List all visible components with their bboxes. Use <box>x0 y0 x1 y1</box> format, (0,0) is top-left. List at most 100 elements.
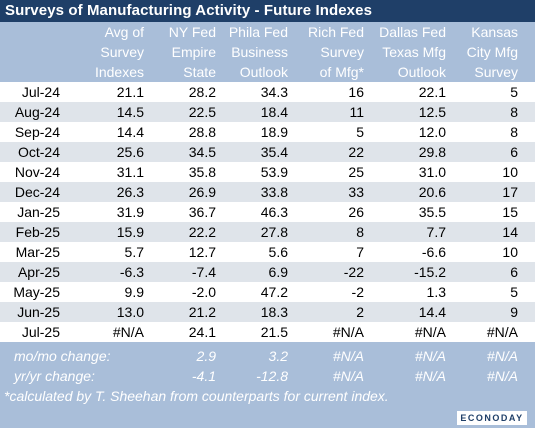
table-row: Jun-25 13.0 21.2 18.3 2 14.4 9 <box>0 302 535 322</box>
cell-ny-fed: 22.2 <box>188 224 216 240</box>
col-header-ny-fed: NY Fed Empire State <box>144 22 216 82</box>
col-header-line: Texas Mfg <box>382 44 446 60</box>
cell-rich-fed: 2 <box>356 304 364 320</box>
cell-dallas-fed: 14.4 <box>418 304 446 320</box>
row-label: Jul-25 <box>21 324 60 340</box>
col-header-line: State <box>183 64 216 80</box>
cell-avg: 5.7 <box>124 244 144 260</box>
mom-phila-fed: 3.2 <box>268 348 288 364</box>
yoy-kansas-city: #N/A <box>486 368 518 384</box>
mom-ny-fed: 2.9 <box>196 348 216 364</box>
table-row: Jul-25 #N/A 24.1 21.5 #N/A #N/A #N/A <box>0 322 535 342</box>
cell-dallas-fed: #N/A <box>414 324 446 340</box>
cell-rich-fed: 5 <box>356 124 364 140</box>
mom-change-row: mo/mo change: 2.9 3.2 #N/A #N/A #N/A <box>0 346 535 366</box>
yoy-change-label: yr/yr change: <box>14 368 95 384</box>
cell-dallas-fed: 31.0 <box>418 164 446 180</box>
cell-dallas-fed: 20.6 <box>418 184 446 200</box>
cell-avg: 9.9 <box>124 284 144 300</box>
cell-dallas-fed: 22.1 <box>418 84 446 100</box>
cell-ny-fed: 22.5 <box>188 104 216 120</box>
col-header-line: Outlook <box>397 64 446 80</box>
cell-phila-fed: 5.6 <box>268 244 288 260</box>
table-row: Apr-25 -6.3 -7.4 6.9 -22 -15.2 6 <box>0 262 535 282</box>
cell-avg: 26.3 <box>116 184 144 200</box>
cell-kansas-city: 9 <box>510 304 518 320</box>
row-label: Jun-25 <box>17 304 60 320</box>
col-header-rich-fed: Rich Fed Survey of Mfg* <box>288 22 364 82</box>
cell-avg: 31.9 <box>116 204 144 220</box>
cell-rich-fed: 16 <box>348 84 364 100</box>
cell-ny-fed: 12.7 <box>188 244 216 260</box>
cell-ny-fed: 34.5 <box>188 144 216 160</box>
cell-ny-fed: -7.4 <box>191 264 216 280</box>
cell-kansas-city: #N/A <box>486 324 518 340</box>
cell-ny-fed: 28.8 <box>188 124 216 140</box>
col-header-line: City Mfg <box>466 44 518 60</box>
col-header-line: of Mfg* <box>319 64 364 80</box>
row-label: Mar-25 <box>15 244 60 260</box>
cell-avg: 14.4 <box>116 124 144 140</box>
table-row: Aug-24 14.5 22.5 18.4 11 12.5 8 <box>0 102 535 122</box>
cell-dallas-fed: 12.5 <box>418 104 446 120</box>
col-header-phila-fed: Phila Fed Business Outlook <box>216 22 288 82</box>
cell-phila-fed: 21.5 <box>260 324 288 340</box>
cell-kansas-city: 10 <box>502 244 518 260</box>
cell-kansas-city: 14 <box>502 224 518 240</box>
row-label: Nov-24 <box>14 164 60 180</box>
cell-avg: #N/A <box>112 324 144 340</box>
cell-avg: 31.1 <box>116 164 144 180</box>
table-body: Jul-24 21.1 28.2 34.3 16 22.1 5 Aug-24 14.5 22.5 1… <box>0 82 535 342</box>
col-header-line: Survey <box>474 64 518 80</box>
col-header-line: Indexes <box>94 64 144 80</box>
mom-change-label: mo/mo change: <box>14 348 111 364</box>
cell-kansas-city: 8 <box>510 104 518 120</box>
cell-dallas-fed: 29.8 <box>418 144 446 160</box>
cell-ny-fed: 21.2 <box>188 304 216 320</box>
row-label: Jul-24 <box>21 84 60 100</box>
table-row: Jul-24 21.1 28.2 34.3 16 22.1 5 <box>0 82 535 102</box>
mom-kansas-city: #N/A <box>486 348 518 364</box>
table-row: Sep-24 14.4 28.8 18.9 5 12.0 8 <box>0 122 535 142</box>
cell-kansas-city: 17 <box>502 184 518 200</box>
cell-rich-fed: 25 <box>348 164 364 180</box>
row-label: Aug-24 <box>14 104 60 120</box>
col-header-line: Empire <box>171 44 216 60</box>
table-row: Jan-25 31.9 36.7 46.3 26 35.5 15 <box>0 202 535 222</box>
mom-dallas-fed: #N/A <box>414 348 446 364</box>
cell-ny-fed: 28.2 <box>188 84 216 100</box>
yoy-ny-fed: -4.1 <box>191 368 216 384</box>
cell-rich-fed: 33 <box>348 184 364 200</box>
cell-kansas-city: 10 <box>502 164 518 180</box>
cell-rich-fed: 8 <box>356 224 364 240</box>
cell-kansas-city: 15 <box>502 204 518 220</box>
table-title: Surveys of Manufacturing Activity - Futu… <box>0 0 535 22</box>
cell-dallas-fed: 1.3 <box>426 284 446 300</box>
cell-phila-fed: 27.8 <box>260 224 288 240</box>
cell-ny-fed: 26.9 <box>188 184 216 200</box>
cell-phila-fed: 46.3 <box>260 204 288 220</box>
row-label: May-25 <box>13 284 60 300</box>
cell-rich-fed: -2 <box>351 284 364 300</box>
col-header-line: Business <box>231 44 288 60</box>
cell-dallas-fed: 35.5 <box>418 204 446 220</box>
cell-kansas-city: 6 <box>510 144 518 160</box>
cell-kansas-city: 5 <box>510 84 518 100</box>
cell-ny-fed: 36.7 <box>188 204 216 220</box>
cell-rich-fed: 22 <box>348 144 364 160</box>
col-header-dallas-fed: Dallas Fed Texas Mfg Outlook <box>364 22 446 82</box>
row-label: Dec-24 <box>14 184 60 200</box>
col-header-line: NY Fed <box>168 24 216 40</box>
row-label: Feb-25 <box>15 224 60 240</box>
cell-avg: -6.3 <box>119 264 144 280</box>
table-row: Dec-24 26.3 26.9 33.8 33 20.6 17 <box>0 182 535 202</box>
cell-rich-fed: 11 <box>349 104 364 120</box>
cell-avg: 21.1 <box>116 84 144 100</box>
table-row: Nov-24 31.1 35.8 53.9 25 31.0 10 <box>0 162 535 182</box>
table-footer: mo/mo change: 2.9 3.2 #N/A #N/A #N/A yr/… <box>0 342 535 428</box>
row-label: Sep-24 <box>14 124 60 140</box>
col-header-avg: Avg of Survey Indexes <box>66 22 144 82</box>
cell-kansas-city: 8 <box>510 124 518 140</box>
mom-rich-fed: #N/A <box>332 348 364 364</box>
cell-phila-fed: 53.9 <box>260 164 288 180</box>
